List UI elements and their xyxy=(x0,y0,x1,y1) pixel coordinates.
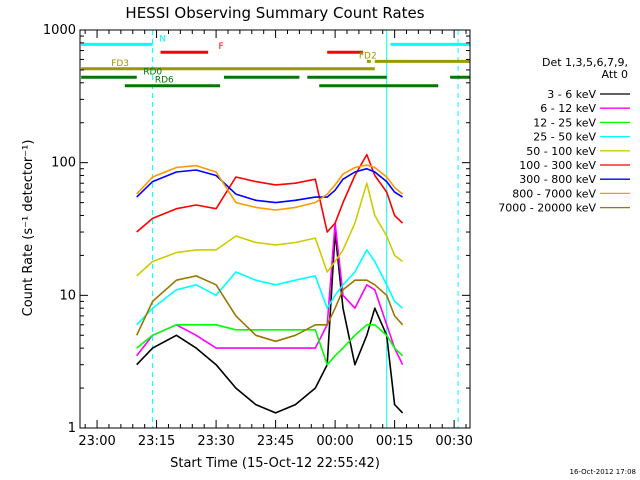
footer-timestamp: 16-Oct-2012 17:08 xyxy=(570,468,636,476)
legend-label: 25 - 50 keV xyxy=(533,131,596,144)
y-tick-label: 10 xyxy=(59,288,76,303)
legend-title-line: Det 1,3,5,6,7,9, xyxy=(542,56,628,69)
x-tick-label: 00:00 xyxy=(316,434,353,449)
chart-title: HESSI Observing Summary Count Rates xyxy=(125,4,424,22)
legend-label: 800 - 7000 keV xyxy=(512,187,596,200)
series-line-3 xyxy=(136,249,404,326)
y-tick-label: 1000 xyxy=(43,23,76,38)
legend-label: 7000 - 20000 keV xyxy=(498,202,596,215)
status-label-f: F xyxy=(219,42,224,52)
x-tick-label: 23:15 xyxy=(138,434,175,449)
legend-title-line: Att 0 xyxy=(602,68,628,81)
status-label-fd2: FD2 xyxy=(359,51,377,61)
series-line-8 xyxy=(135,275,404,343)
status-label-fd3: FD3 xyxy=(111,59,129,69)
y-tick-label: 1 xyxy=(68,421,76,436)
legend-label: 6 - 12 keV xyxy=(540,102,596,115)
series-line-4 xyxy=(136,182,404,277)
x-tick-label: 00:30 xyxy=(435,434,472,449)
series-line-7 xyxy=(136,164,404,211)
y-tick-label: 100 xyxy=(51,156,76,171)
status-label-n: N xyxy=(159,34,166,44)
series-line-6 xyxy=(136,167,404,204)
series-line-5 xyxy=(136,153,404,233)
legend-label: 3 - 6 keV xyxy=(547,88,596,101)
series-line-1 xyxy=(136,222,404,366)
plot-frame xyxy=(79,29,471,429)
series-line-2 xyxy=(136,323,404,366)
x-tick-label: 23:45 xyxy=(257,434,294,449)
status-label-rd0: RD0 xyxy=(143,67,162,77)
x-tick-label: 23:00 xyxy=(78,434,115,449)
x-tick-label: 00:15 xyxy=(376,434,413,449)
legend-label: 300 - 800 keV xyxy=(519,173,596,186)
x-axis-label: Start Time (15-Oct-12 22:55:42) xyxy=(170,456,380,471)
series-line-0 xyxy=(136,231,404,414)
x-tick-label: 23:30 xyxy=(197,434,234,449)
axes: 1 10 100 1000 23:00 23:15 23:30 23:45 00:00 00:15… xyxy=(43,23,473,449)
legend-label: 100 - 300 keV xyxy=(519,159,596,172)
y-axis-label: Count Rate (s⁻¹ detector⁻¹) xyxy=(21,140,36,317)
legend-label: 12 - 25 keV xyxy=(533,116,596,129)
legend-label: 50 - 100 keV xyxy=(526,145,596,158)
status-label-rd6: RD6 xyxy=(155,76,174,86)
